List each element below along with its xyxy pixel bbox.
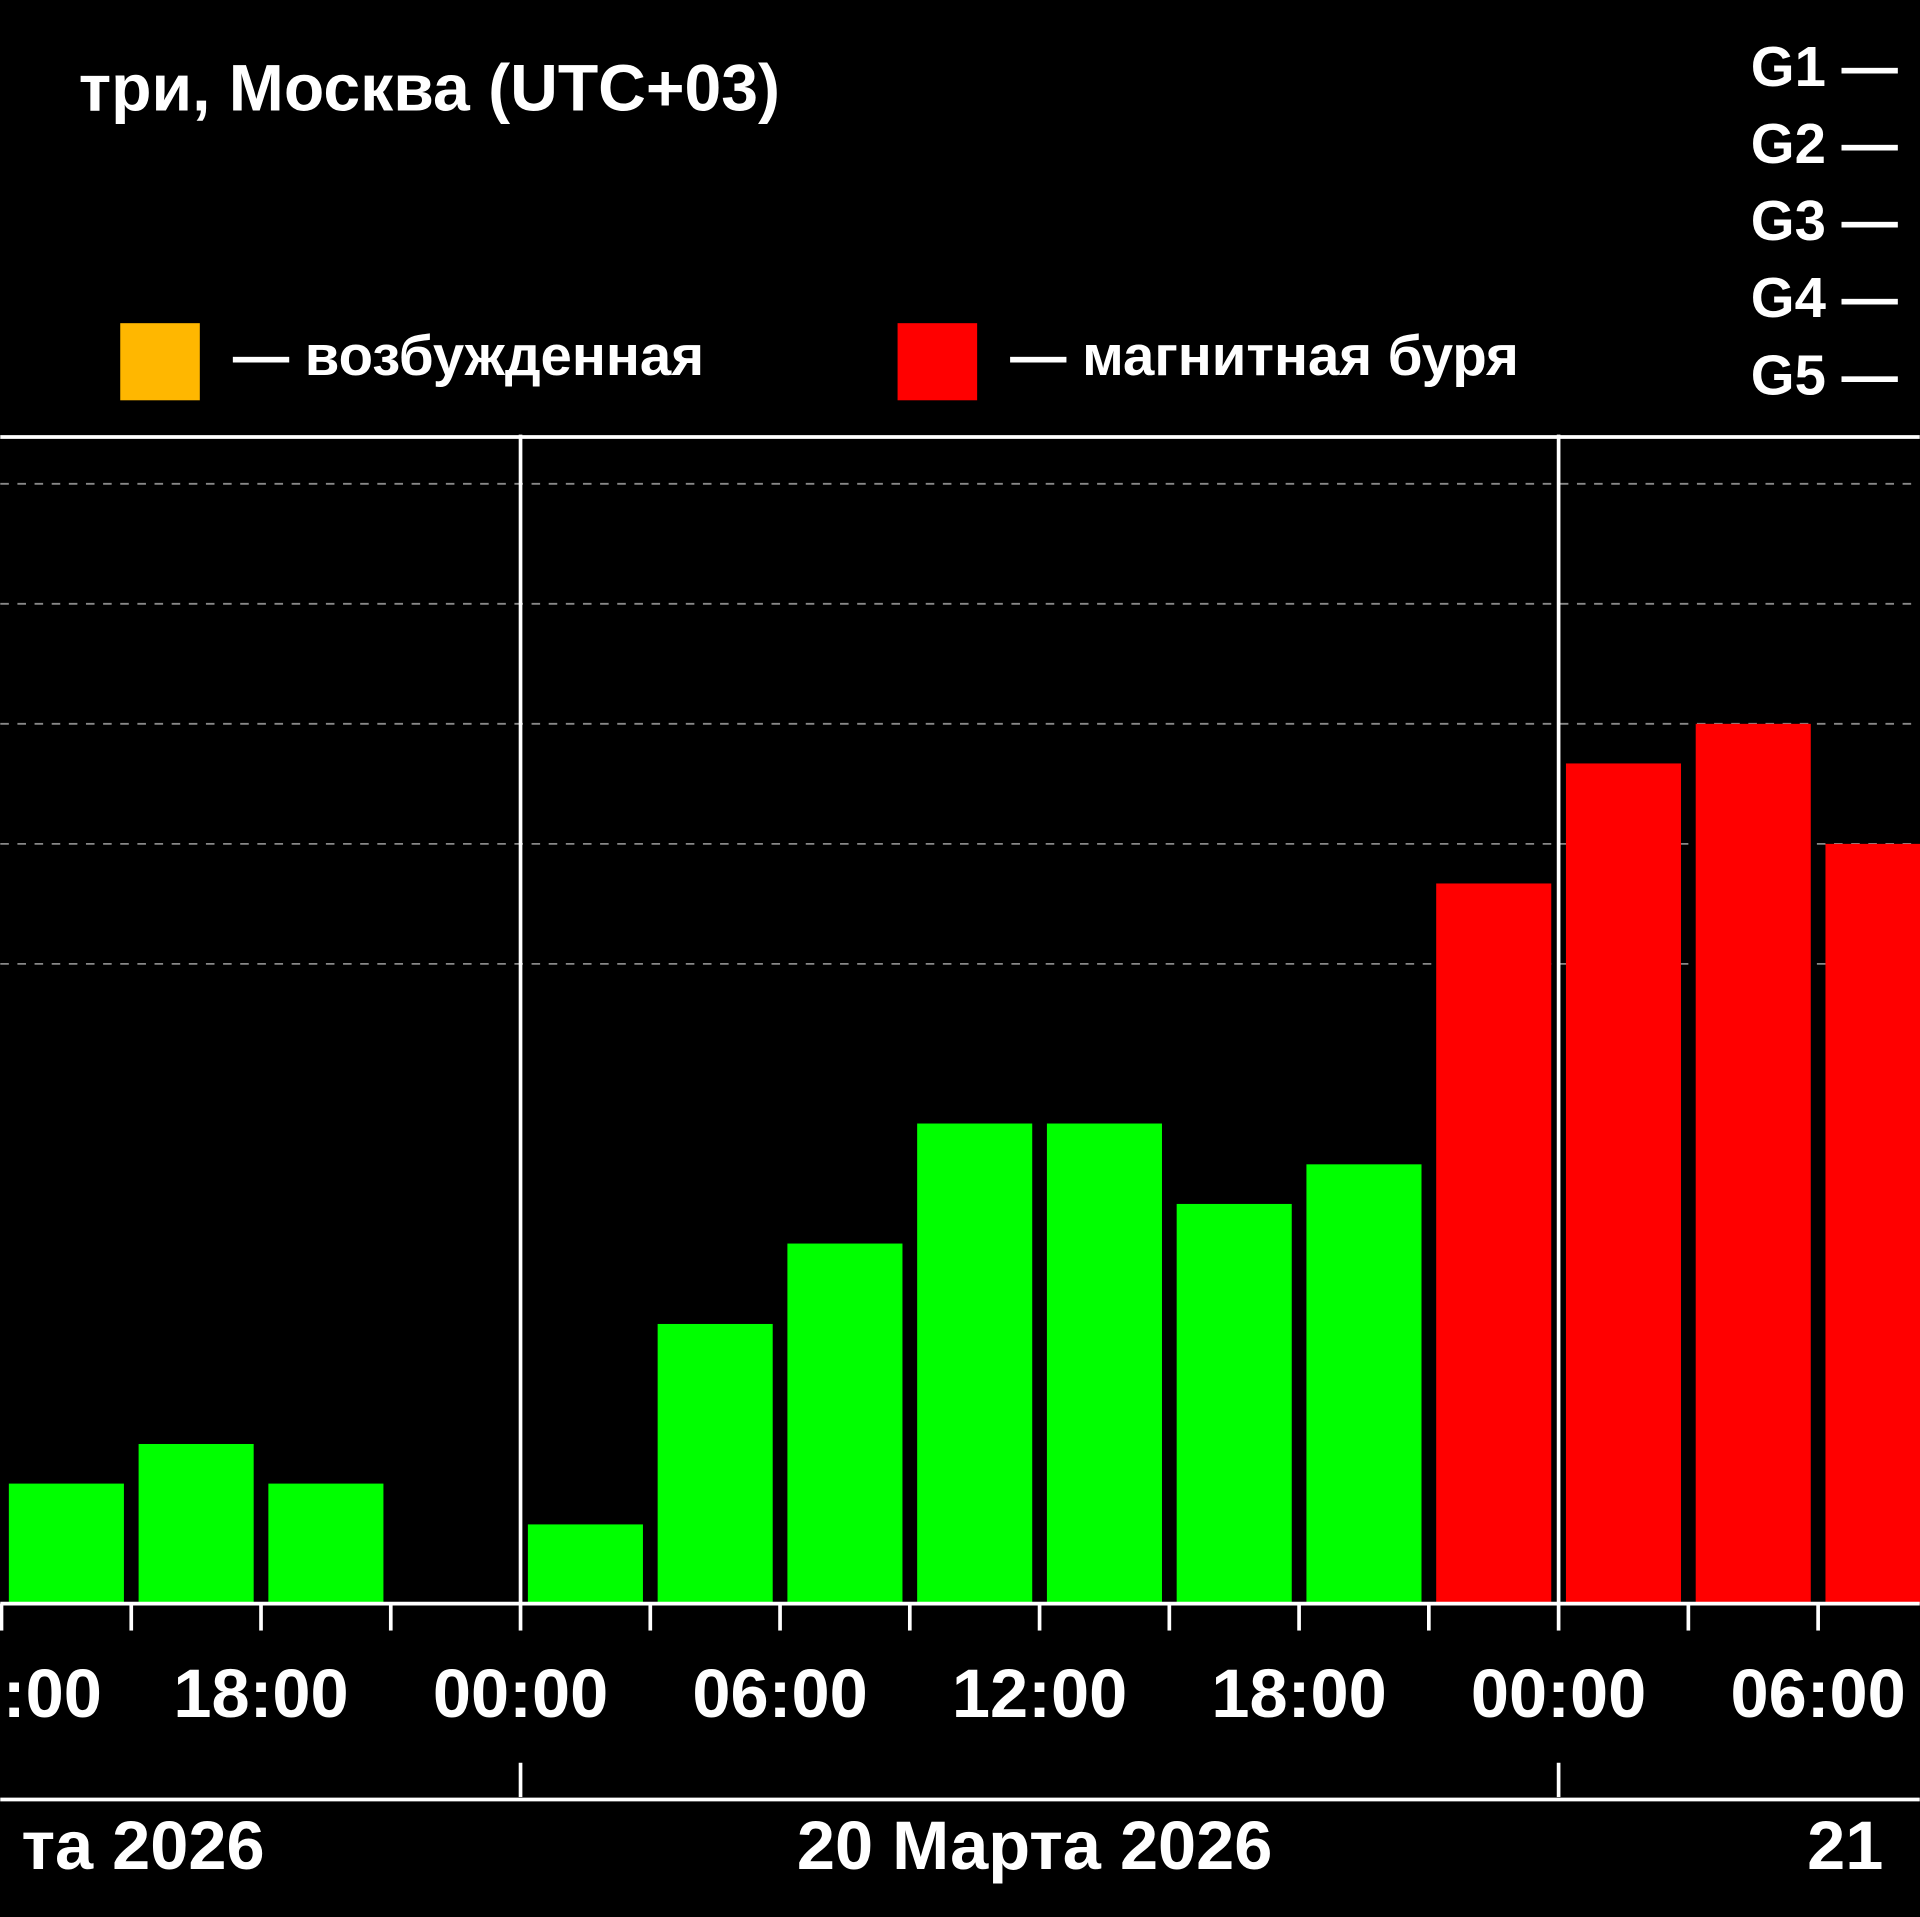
bar	[138, 1443, 254, 1604]
bar	[1436, 883, 1552, 1604]
level-label: G4 —	[1751, 266, 1899, 329]
x-tick-label: :00	[3, 1655, 102, 1732]
legend-swatch	[897, 323, 978, 401]
bar	[527, 1524, 643, 1604]
bar	[1306, 1164, 1422, 1604]
bar	[657, 1323, 773, 1604]
bar	[8, 1483, 124, 1604]
date-label: 21	[1807, 1807, 1883, 1884]
level-label: G3 —	[1751, 189, 1899, 252]
bar	[1046, 1123, 1162, 1604]
x-tick-label: 18:00	[173, 1655, 348, 1732]
x-tick-label: 06:00	[1730, 1655, 1905, 1732]
x-tick-label: 18:00	[1211, 1655, 1386, 1732]
x-tick-label: 00:00	[433, 1655, 608, 1732]
x-tick-label: 00:00	[1471, 1655, 1646, 1732]
level-label: G5 —	[1751, 343, 1899, 406]
level-label: G1 —	[1751, 35, 1899, 98]
bar	[1695, 723, 1811, 1604]
bar	[1176, 1203, 1292, 1604]
level-label: G2 —	[1751, 112, 1899, 175]
date-label: та 2026	[21, 1807, 264, 1884]
chart-title: три, Москва (UTC+03)	[79, 52, 780, 126]
bar	[1565, 763, 1682, 1604]
legend-swatch	[120, 323, 200, 401]
bar	[1825, 843, 1920, 1604]
legend-label: — магнитная буря	[1010, 324, 1519, 387]
bar	[917, 1123, 1033, 1604]
date-label: 20 Марта 2026	[797, 1807, 1273, 1884]
x-tick-label: 06:00	[692, 1655, 867, 1732]
bar	[787, 1243, 903, 1604]
legend-label: — возбужденная	[233, 324, 704, 387]
x-tick-label: 12:00	[952, 1655, 1127, 1732]
bar	[268, 1483, 384, 1604]
